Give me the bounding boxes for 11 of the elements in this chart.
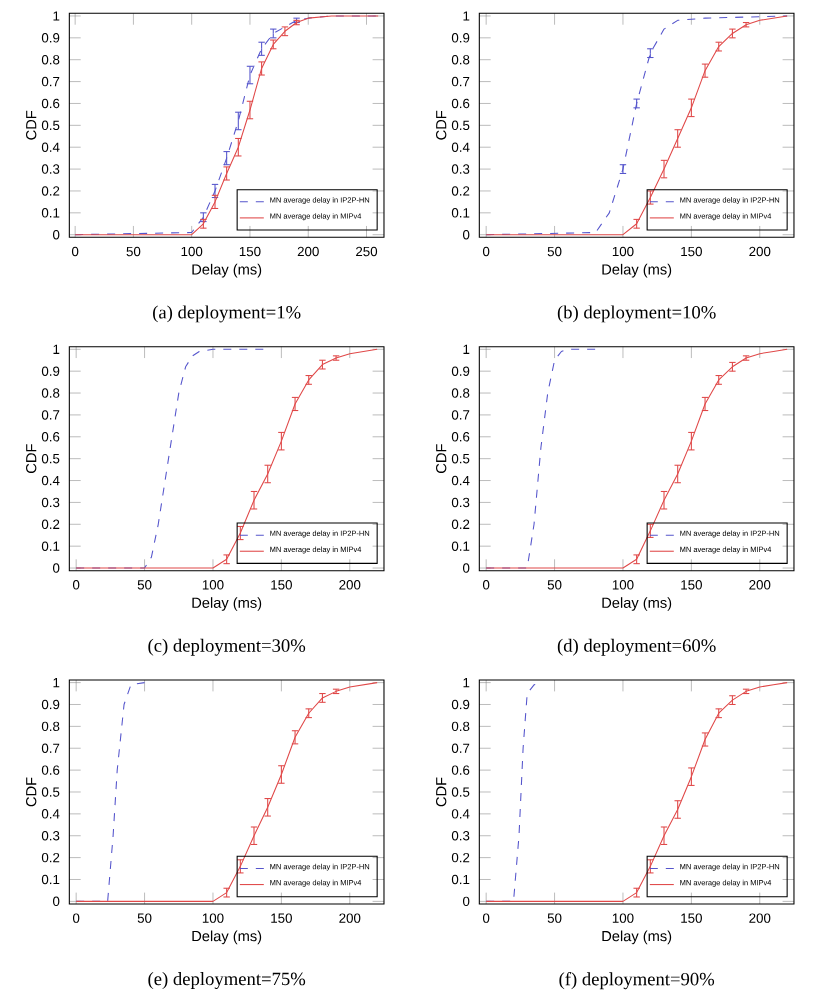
text: (a) deployment=1% <box>153 305 301 323</box>
line-series <box>485 15 788 236</box>
line-series <box>485 682 788 902</box>
text: (f) deployment=90% <box>559 972 715 990</box>
text: (d) deployment=60% <box>557 638 716 656</box>
line-series <box>74 15 379 236</box>
text: (b) deployment=10% <box>557 305 716 323</box>
text: (c) deployment=30% <box>148 638 306 656</box>
text: (e) deployment=75% <box>148 972 306 990</box>
line-series <box>75 348 378 569</box>
line-series <box>485 348 788 569</box>
